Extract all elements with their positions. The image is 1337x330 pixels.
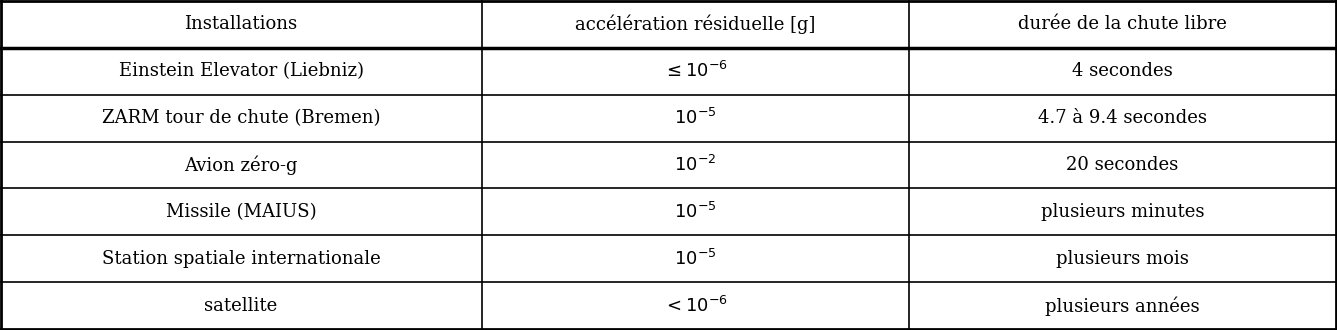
Text: 4.7 à 9.4 secondes: 4.7 à 9.4 secondes [1038, 109, 1207, 127]
Text: $10^{-5}$: $10^{-5}$ [674, 202, 717, 222]
Text: accélération résiduelle [g]: accélération résiduelle [g] [575, 15, 816, 34]
Text: Avion zéro-g: Avion zéro-g [185, 155, 298, 175]
Text: Missile (MAIUS): Missile (MAIUS) [166, 203, 317, 221]
Text: ZARM tour de chute (Bremen): ZARM tour de chute (Bremen) [102, 109, 380, 127]
Text: durée de la chute libre: durée de la chute libre [1019, 15, 1227, 33]
Text: Station spatiale internationale: Station spatiale internationale [102, 250, 381, 268]
Text: plusieurs mois: plusieurs mois [1056, 250, 1189, 268]
Text: $10^{-2}$: $10^{-2}$ [674, 155, 717, 175]
Text: $10^{-5}$: $10^{-5}$ [674, 249, 717, 269]
Text: satellite: satellite [205, 297, 278, 315]
Text: $< 10^{-6}$: $< 10^{-6}$ [663, 296, 727, 316]
Text: plusieurs minutes: plusieurs minutes [1042, 203, 1205, 221]
Text: $\leq 10^{-6}$: $\leq 10^{-6}$ [663, 61, 727, 81]
Text: $10^{-5}$: $10^{-5}$ [674, 108, 717, 128]
Text: plusieurs années: plusieurs années [1046, 296, 1199, 315]
Text: 4 secondes: 4 secondes [1072, 62, 1173, 80]
Text: Einstein Elevator (Liebniz): Einstein Elevator (Liebniz) [119, 62, 364, 80]
Text: Installations: Installations [185, 15, 298, 33]
Text: 20 secondes: 20 secondes [1067, 156, 1179, 174]
